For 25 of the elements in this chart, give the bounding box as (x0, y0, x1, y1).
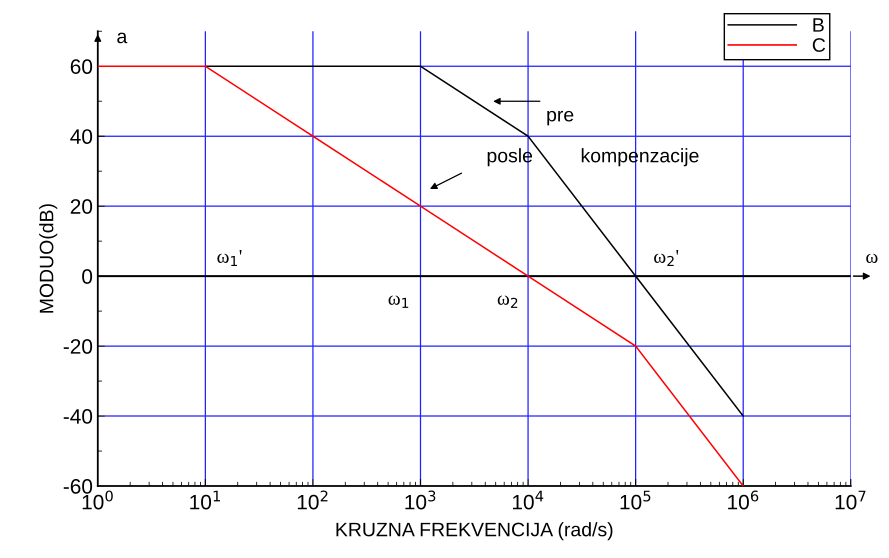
x-tick-label: 10$^{3}$ (405, 490, 436, 510)
annotation: ω$_{1}$' (217, 250, 242, 266)
y-tick-label: -40 (64, 409, 92, 424)
y-tick-label: 0 (82, 269, 92, 284)
x-tick-label: 10$^{5}$ (620, 490, 650, 510)
legend-label: C (812, 38, 826, 52)
x-tick-label: 10$^{2}$ (298, 490, 328, 510)
y-tick-label: 20 (70, 199, 92, 214)
line-series (98, 65, 744, 486)
annotation: a (117, 32, 128, 44)
y-tick-label: 40 (70, 129, 92, 144)
y-tick-label: 60 (70, 59, 92, 74)
annotation: ω$_{2}$' (654, 250, 678, 266)
x-tick-label: 10$^{6}$ (728, 490, 758, 510)
annotation: ω$_{1}$ (388, 296, 408, 308)
x-tick-label: 10$^{7}$ (836, 490, 866, 510)
legend-label: B (813, 18, 824, 32)
x-axis-title: KRUZNA FREKVENCIJA (rad/s) (336, 522, 612, 540)
x-tick-label: 10$^{4}$ (512, 490, 544, 510)
text: ω (866, 254, 878, 264)
x-tick-label: 10$^{1}$ (190, 490, 220, 510)
y-axis-title: MODUO(dB) (39, 204, 58, 313)
annotation: pre (547, 110, 574, 126)
y-tick-label: -20 (64, 339, 92, 354)
annotation: ω$_{2}$ (498, 296, 518, 308)
